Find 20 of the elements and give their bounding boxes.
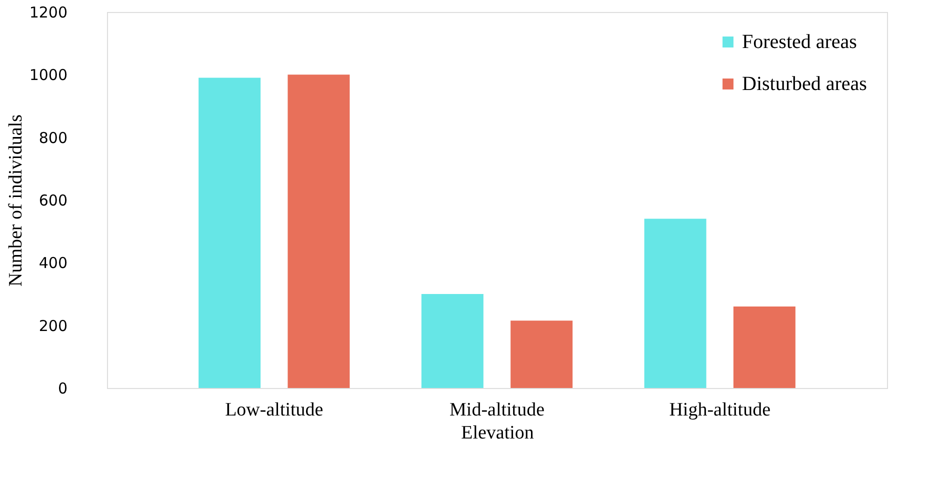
y-tick-label: 400 bbox=[38, 254, 68, 272]
legend-label: Disturbed areas bbox=[742, 73, 868, 95]
y-axis-title: Number of individuals bbox=[5, 114, 26, 287]
bar bbox=[644, 218, 706, 388]
bar bbox=[421, 294, 484, 388]
y-tick-label: 1000 bbox=[29, 66, 68, 84]
y-tick-label: 600 bbox=[38, 192, 68, 210]
x-tick-label: Mid-altitude bbox=[450, 400, 544, 420]
bar bbox=[510, 320, 573, 388]
bar bbox=[198, 78, 261, 388]
bar bbox=[733, 306, 796, 388]
bar bbox=[288, 74, 350, 388]
x-axis-title: Elevation bbox=[461, 422, 534, 444]
legend-label: Forested areas bbox=[742, 31, 858, 53]
y-tick-label: 200 bbox=[38, 316, 68, 335]
y-tick-label: 800 bbox=[38, 128, 68, 147]
x-tick-label: Low-altitude bbox=[225, 400, 324, 420]
y-tick-label: 0 bbox=[58, 380, 68, 398]
x-tick-label: High-altitude bbox=[669, 400, 771, 420]
y-tick-label: 1200 bbox=[29, 4, 68, 22]
